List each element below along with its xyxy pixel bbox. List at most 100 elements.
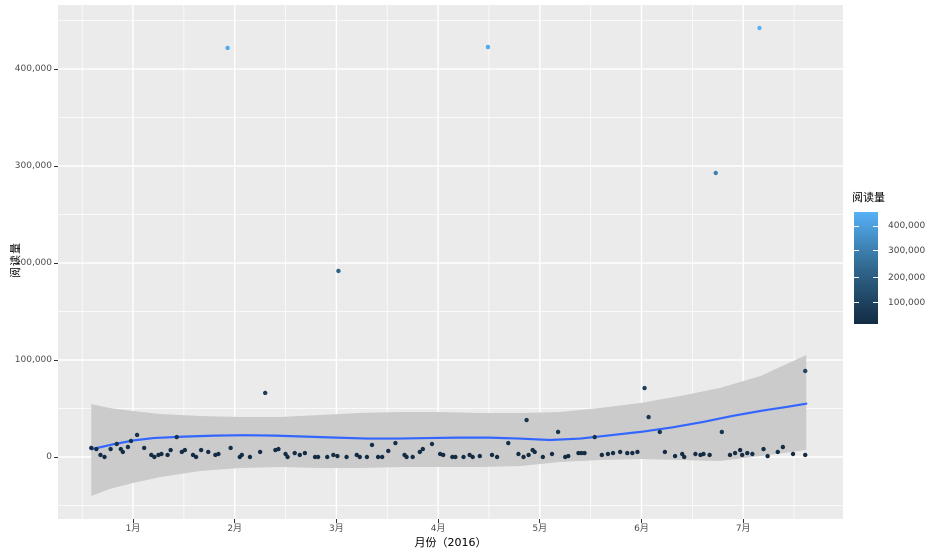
data-point — [593, 435, 597, 439]
y-tick-label: 400,000 — [2, 64, 52, 74]
x-tick-mark — [234, 519, 235, 523]
y-tick-mark — [54, 360, 58, 361]
data-point — [600, 453, 604, 457]
data-point — [533, 450, 537, 454]
x-tick-mark — [641, 519, 642, 523]
data-point — [516, 452, 520, 456]
x-axis-title: 月份（2016） — [58, 534, 843, 550]
x-tick-label: 5月 — [518, 524, 562, 534]
data-point — [89, 446, 93, 450]
data-point — [441, 453, 445, 457]
y-tick-mark — [54, 263, 58, 264]
data-point — [663, 450, 667, 454]
data-point — [646, 415, 650, 419]
data-point — [298, 453, 302, 457]
data-point — [376, 455, 380, 459]
data-point — [365, 455, 369, 459]
data-point — [728, 453, 732, 457]
data-point — [625, 451, 629, 455]
data-point — [159, 452, 163, 456]
data-point — [404, 455, 408, 459]
plot-panel — [58, 5, 843, 519]
data-point — [803, 369, 807, 373]
data-point — [757, 26, 761, 30]
data-point — [175, 435, 179, 439]
data-point — [225, 46, 229, 50]
data-point — [714, 171, 718, 175]
legend-tick-mark — [854, 302, 859, 303]
legend-tick-label: 400,000 — [888, 222, 925, 231]
data-point — [358, 455, 362, 459]
data-point — [240, 453, 244, 457]
data-point — [421, 447, 425, 451]
data-point — [720, 430, 724, 434]
data-point — [521, 455, 525, 459]
data-point — [470, 455, 474, 459]
data-point — [618, 450, 622, 454]
x-tick-label: 2月 — [213, 524, 257, 534]
data-point — [248, 455, 252, 459]
legend-tick-mark — [854, 226, 859, 227]
legend-tick-mark — [854, 250, 859, 251]
data-point — [707, 453, 711, 457]
data-point — [733, 451, 737, 455]
data-point — [98, 453, 102, 457]
data-point — [461, 455, 465, 459]
data-point — [121, 450, 125, 454]
data-point — [194, 455, 198, 459]
data-point — [393, 441, 397, 445]
legend-tick-mark — [873, 302, 878, 303]
data-point — [316, 455, 320, 459]
data-point — [673, 454, 677, 458]
legend-tick-mark — [873, 250, 878, 251]
data-point — [642, 386, 646, 390]
data-point — [453, 455, 457, 459]
data-point — [765, 454, 769, 458]
x-tick-mark — [336, 519, 337, 523]
data-point — [582, 451, 586, 455]
data-point — [495, 455, 499, 459]
x-tick-mark — [438, 519, 439, 523]
data-point — [335, 454, 339, 458]
data-point — [541, 455, 545, 459]
data-point — [611, 451, 615, 455]
y-tick-mark — [54, 166, 58, 167]
data-point — [228, 446, 232, 450]
data-point — [791, 452, 795, 456]
legend-colorbar — [854, 212, 878, 324]
data-point — [635, 450, 639, 454]
legend-tick-label: 300,000 — [888, 247, 925, 256]
data-point — [750, 452, 754, 456]
data-point — [344, 455, 348, 459]
legend-tick-mark — [873, 226, 878, 227]
data-point — [94, 447, 98, 451]
data-point — [781, 445, 785, 449]
data-point — [430, 442, 434, 446]
data-point — [386, 449, 390, 453]
x-tick-mark — [133, 519, 134, 523]
data-point — [761, 447, 765, 451]
data-point — [701, 452, 705, 456]
data-point — [566, 454, 570, 458]
data-point — [803, 453, 807, 457]
data-point — [776, 450, 780, 454]
data-point — [303, 451, 307, 455]
data-point — [216, 452, 220, 456]
data-point — [129, 439, 133, 443]
legend-title: 阅读量 — [852, 189, 935, 205]
data-point — [142, 446, 146, 450]
data-point — [556, 430, 560, 434]
x-tick-mark — [743, 519, 744, 523]
data-point — [380, 455, 384, 459]
y-tick-mark — [54, 69, 58, 70]
data-point — [490, 453, 494, 457]
data-point — [258, 450, 262, 454]
data-point — [206, 450, 210, 454]
data-point — [168, 448, 172, 452]
data-point — [478, 454, 482, 458]
legend-tick-mark — [873, 277, 878, 278]
data-point — [293, 451, 297, 455]
legend-tick-mark — [854, 277, 859, 278]
data-point — [331, 453, 335, 457]
data-point — [658, 430, 662, 434]
